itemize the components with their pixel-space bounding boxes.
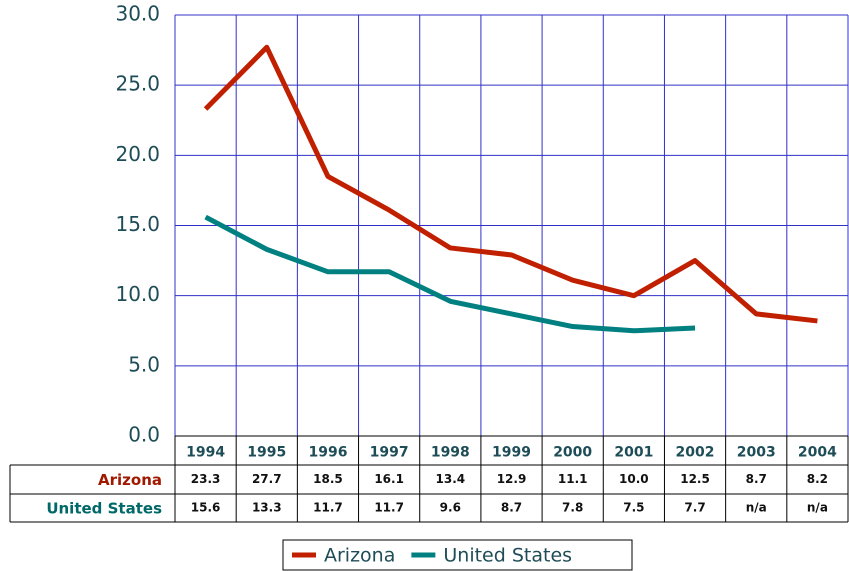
table-cell: 11.7 bbox=[313, 501, 343, 515]
series-line bbox=[204, 214, 696, 334]
x-tick-label: 1996 bbox=[308, 445, 347, 461]
table-cell: 7.7 bbox=[684, 501, 705, 515]
table-cell: 12.9 bbox=[497, 472, 527, 486]
table-cell: 10.0 bbox=[619, 472, 649, 486]
legend-label: Arizona bbox=[324, 545, 395, 567]
x-tick-label: 1998 bbox=[431, 445, 470, 461]
x-tick-label: 2002 bbox=[676, 445, 715, 461]
x-tick-label: 1995 bbox=[247, 445, 286, 461]
table-cell: 16.1 bbox=[374, 472, 404, 486]
x-tick-label: 1994 bbox=[186, 445, 225, 461]
table-cell: 9.6 bbox=[440, 501, 461, 515]
table-cell: 13.4 bbox=[436, 472, 466, 486]
x-tick-label: 2004 bbox=[798, 445, 837, 461]
y-tick-label: 20.0 bbox=[115, 142, 160, 166]
table-cell: 13.3 bbox=[252, 501, 282, 515]
y-tick-label: 10.0 bbox=[115, 282, 160, 306]
x-tick-label: 1997 bbox=[370, 445, 409, 461]
y-tick-label: 25.0 bbox=[115, 72, 160, 96]
row-label: United States bbox=[46, 500, 162, 518]
table-cell: 11.1 bbox=[558, 472, 588, 486]
table-cell: 15.6 bbox=[191, 501, 221, 515]
table-cell: 11.7 bbox=[374, 501, 404, 515]
x-tick-label: 2003 bbox=[737, 445, 776, 461]
table-cell: 12.5 bbox=[680, 472, 710, 486]
y-tick-label: 30.0 bbox=[115, 2, 160, 26]
table-cell: 8.7 bbox=[746, 472, 767, 486]
table-cell: 8.2 bbox=[807, 472, 828, 486]
series-line bbox=[203, 44, 818, 324]
table-cell: 23.3 bbox=[191, 472, 221, 486]
table-cell: 8.7 bbox=[501, 501, 522, 515]
y-tick-label: 15.0 bbox=[115, 212, 160, 236]
table-cell: 7.8 bbox=[562, 501, 583, 515]
y-tick-label: 5.0 bbox=[128, 352, 160, 376]
table-cell: 27.7 bbox=[252, 472, 282, 486]
legend-label: United States bbox=[443, 545, 572, 567]
table-cell: 18.5 bbox=[313, 472, 343, 486]
table-cell: n/a bbox=[746, 501, 767, 515]
x-tick-label: 2001 bbox=[614, 445, 653, 461]
y-tick-label: 0.0 bbox=[128, 423, 160, 447]
legend-box bbox=[282, 539, 633, 571]
row-label: Arizona bbox=[98, 471, 162, 489]
x-tick-label: 2000 bbox=[553, 445, 592, 461]
x-tick-label: 1999 bbox=[492, 445, 531, 461]
table-cell: 7.5 bbox=[623, 501, 644, 515]
table-cell: n/a bbox=[807, 501, 828, 515]
